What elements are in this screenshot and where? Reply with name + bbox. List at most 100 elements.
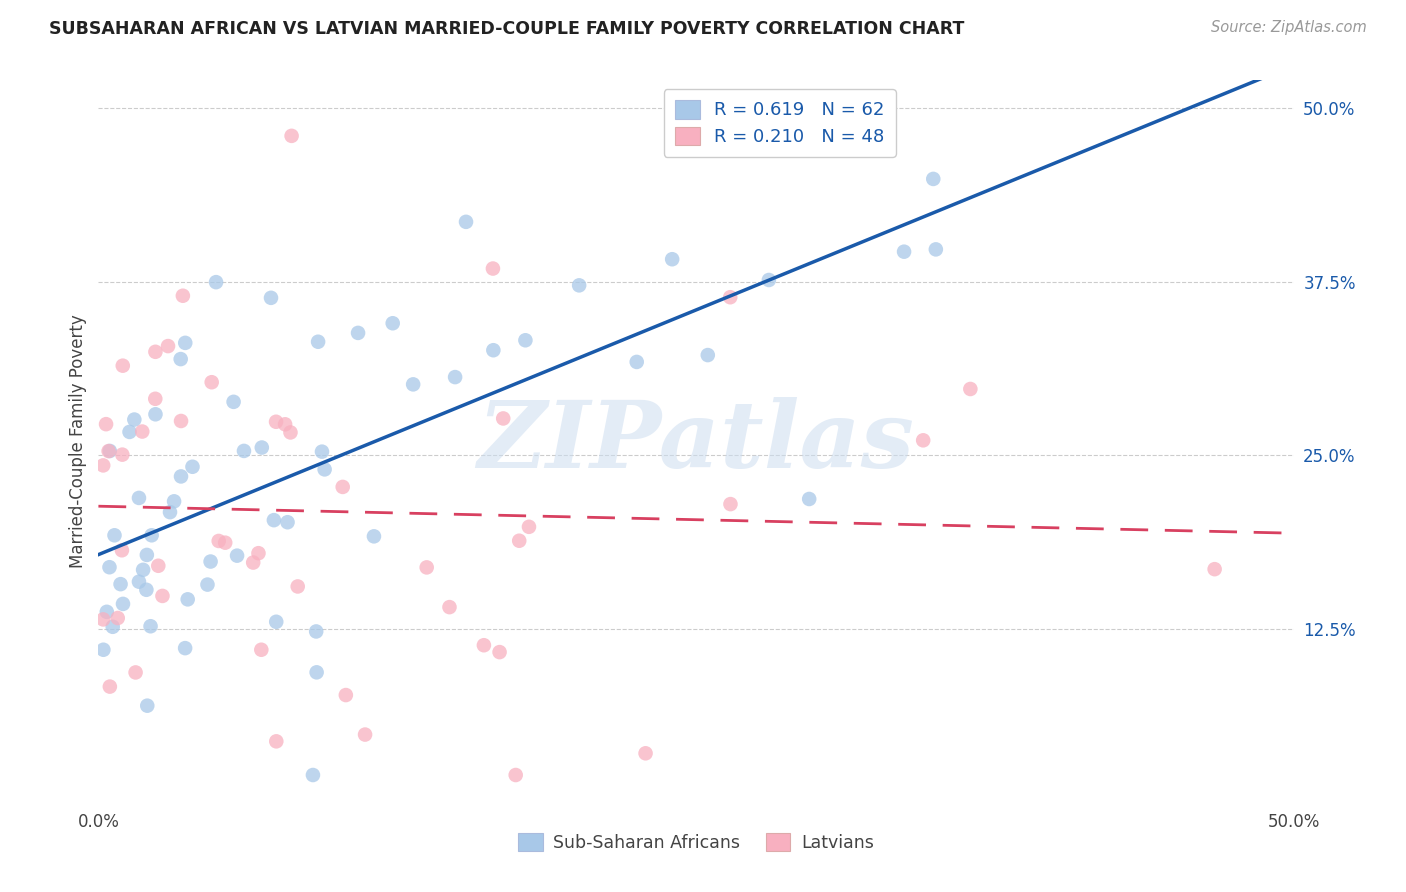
Point: [97, 444, 120, 458]
Point: [159, 505, 181, 519]
Y-axis label: Married-Couple Family Poverty: Married-Couple Family Poverty: [69, 315, 87, 568]
Point: [111, 597, 134, 611]
Point: [177, 592, 200, 607]
Point: [222, 394, 245, 409]
Point: [98, 680, 121, 694]
Point: [91, 458, 114, 473]
Point: [96, 605, 118, 619]
Point: [226, 549, 249, 563]
Text: Source: ZipAtlas.com: Source: ZipAtlas.com: [1211, 20, 1367, 35]
Point: [205, 275, 228, 289]
Point: [141, 528, 163, 542]
Legend: Sub-Saharan Africans, Latvians: Sub-Saharan Africans, Latvians: [512, 827, 880, 859]
Point: [626, 355, 648, 369]
Point: [145, 407, 167, 421]
Point: [233, 444, 256, 458]
Point: [280, 128, 302, 143]
Point: [132, 563, 155, 577]
Point: [98, 444, 121, 458]
Point: [634, 747, 657, 761]
Point: [143, 392, 166, 406]
Point: [472, 638, 495, 652]
Point: [454, 215, 477, 229]
Point: [107, 611, 129, 625]
Point: [163, 494, 186, 508]
Point: [118, 425, 141, 439]
Point: [305, 624, 328, 639]
Point: [912, 434, 935, 448]
Point: [135, 582, 157, 597]
Point: [444, 370, 467, 384]
Point: [124, 412, 146, 426]
Point: [250, 642, 273, 657]
Point: [128, 491, 150, 505]
Point: [415, 560, 437, 574]
Point: [101, 620, 124, 634]
Point: [758, 273, 780, 287]
Point: [274, 417, 297, 432]
Point: [98, 560, 121, 574]
Point: [925, 243, 948, 257]
Point: [174, 641, 197, 656]
Point: [347, 326, 370, 340]
Point: [247, 546, 270, 560]
Point: [488, 645, 510, 659]
Point: [314, 462, 336, 476]
Point: [922, 172, 945, 186]
Point: [439, 600, 461, 615]
Text: SUBSAHARAN AFRICAN VS LATVIAN MARRIED-COUPLE FAMILY POVERTY CORRELATION CHART: SUBSAHARAN AFRICAN VS LATVIAN MARRIED-CO…: [49, 20, 965, 37]
Point: [145, 344, 167, 359]
Point: [148, 558, 170, 573]
Point: [277, 515, 299, 529]
Point: [250, 441, 273, 455]
Point: [492, 411, 515, 425]
Point: [696, 348, 718, 362]
Point: [263, 513, 285, 527]
Point: [174, 335, 197, 350]
Point: [720, 497, 742, 511]
Point: [170, 352, 193, 367]
Point: [508, 533, 530, 548]
Point: [568, 278, 591, 293]
Point: [363, 529, 385, 543]
Point: [208, 533, 231, 548]
Point: [91, 612, 114, 626]
Point: [201, 375, 224, 389]
Point: [354, 728, 377, 742]
Point: [214, 535, 236, 549]
Point: [266, 734, 288, 748]
Point: [505, 768, 527, 782]
Point: [515, 333, 537, 347]
Point: [93, 642, 115, 657]
Point: [170, 414, 193, 428]
Point: [110, 577, 132, 591]
Point: [718, 290, 741, 304]
Point: [200, 555, 222, 569]
Point: [311, 444, 333, 458]
Point: [170, 469, 193, 483]
Point: [287, 579, 309, 593]
Point: [111, 448, 134, 462]
Point: [280, 425, 302, 440]
Point: [124, 665, 146, 680]
Point: [128, 574, 150, 589]
Point: [172, 289, 194, 303]
Point: [197, 577, 219, 591]
Point: [1204, 562, 1226, 576]
Point: [111, 359, 134, 373]
Point: [103, 528, 125, 542]
Point: [131, 425, 153, 439]
Point: [305, 665, 328, 680]
Point: [517, 520, 540, 534]
Point: [264, 615, 287, 629]
Point: [307, 334, 329, 349]
Point: [381, 316, 404, 330]
Point: [157, 339, 180, 353]
Point: [335, 688, 357, 702]
Point: [139, 619, 162, 633]
Text: ZIPatlas: ZIPatlas: [478, 397, 914, 486]
Point: [152, 589, 174, 603]
Point: [264, 415, 287, 429]
Point: [893, 244, 915, 259]
Point: [111, 543, 134, 558]
